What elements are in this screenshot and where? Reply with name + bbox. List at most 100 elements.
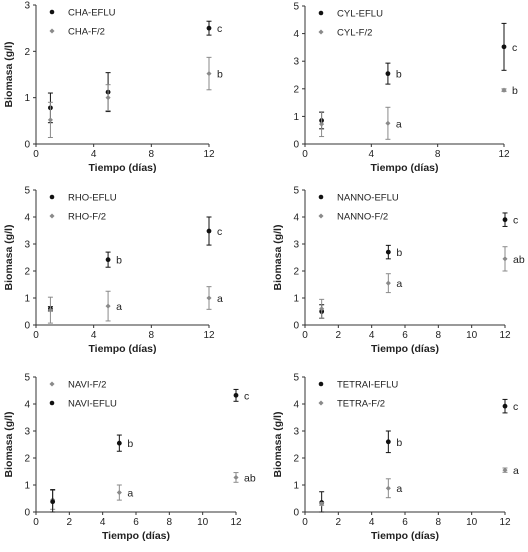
- x-tick-label: 0: [302, 517, 308, 528]
- x-axis-title: Tiempo (días): [371, 530, 439, 542]
- significance-label: a: [396, 118, 402, 130]
- data-point: [233, 474, 239, 480]
- data-point: [385, 439, 391, 445]
- data-point: [206, 71, 212, 77]
- significance-label: c: [244, 390, 249, 402]
- y-tick-label: 5: [293, 2, 299, 13]
- y-tick-label: 5: [293, 186, 299, 197]
- data-point: [105, 303, 111, 309]
- x-tick-label: 8: [167, 517, 173, 528]
- y-tick-label: 0: [293, 140, 299, 151]
- x-tick-label: 8: [435, 149, 441, 160]
- data-point: [385, 71, 391, 77]
- legend-marker-navi-eflu: [49, 400, 55, 406]
- y-tick-label: 0: [24, 508, 30, 519]
- x-axis-title: Tiempo (días): [88, 162, 156, 174]
- series-rho-eflu: bc: [47, 216, 222, 312]
- significance-label: c: [512, 42, 517, 54]
- series-cyl-eflu: bc: [319, 22, 517, 130]
- series-tetra-f/2: aa: [319, 465, 519, 507]
- significance-label: a: [513, 465, 519, 477]
- data-point: [501, 44, 507, 50]
- y-axis-title: Biomasa (g/l): [3, 412, 15, 478]
- x-tick-label: 12: [203, 330, 215, 341]
- legend-label: NAVI-EFLU: [68, 399, 117, 410]
- y-tick-label: 2: [24, 454, 30, 465]
- x-tick-label: 4: [100, 517, 106, 528]
- x-tick-label: 12: [499, 330, 511, 341]
- y-tick-label: 5: [24, 186, 30, 197]
- significance-label: a: [217, 293, 223, 305]
- significance-label: c: [217, 226, 222, 238]
- significance-label: b: [396, 69, 402, 81]
- x-tick-label: 6: [402, 517, 408, 528]
- legend-label: RHO-F/2: [68, 212, 106, 223]
- legend-marker-tetra-f/2: [318, 400, 324, 406]
- y-tick-label: 4: [24, 213, 30, 224]
- significance-label: b: [396, 247, 402, 259]
- y-tick-label: 0: [293, 321, 299, 332]
- legend-marker-rho-f/2: [49, 213, 55, 219]
- y-tick-label: 1: [293, 112, 299, 123]
- legend-marker-cyl-eflu: [318, 10, 324, 16]
- data-point: [206, 228, 212, 234]
- data-point: [385, 485, 391, 491]
- legend-marker-nanno-eflu: [318, 194, 324, 200]
- significance-label: a: [396, 483, 402, 495]
- series-cyl-f/2: ab: [319, 85, 518, 140]
- significance-label: b: [512, 85, 518, 97]
- legend-marker-cha-eflu: [49, 9, 55, 15]
- x-tick-label: 8: [436, 517, 442, 528]
- series-cha-f/2: b: [47, 56, 223, 139]
- x-tick-label: 4: [369, 149, 375, 160]
- x-tick-label: 0: [302, 149, 308, 160]
- legend-marker-navi-f/2: [49, 381, 55, 387]
- x-axis-title: Tiempo (días): [88, 343, 156, 355]
- y-tick-label: 2: [24, 267, 30, 278]
- y-tick-label: 2: [24, 47, 30, 58]
- data-point: [116, 490, 122, 496]
- series-nanno-eflu: bc: [319, 212, 518, 319]
- significance-label: b: [116, 255, 122, 267]
- legend-label: CHA-EFLU: [68, 8, 116, 19]
- x-tick-label: 0: [33, 517, 39, 528]
- x-tick-label: 12: [499, 517, 511, 528]
- legend-marker-cha-f/2: [49, 28, 55, 34]
- legend-label: CHA-F/2: [68, 27, 105, 38]
- y-tick-label: 3: [293, 57, 299, 68]
- y-tick-label: 4: [293, 29, 299, 40]
- y-tick-label: 2: [293, 84, 299, 95]
- x-tick-label: 4: [369, 517, 375, 528]
- legend-label: NAVI-F/2: [68, 380, 106, 391]
- data-point: [105, 257, 111, 263]
- x-tick-label: 4: [91, 330, 97, 341]
- y-tick-label: 4: [293, 400, 299, 411]
- x-tick-label: 12: [230, 517, 242, 528]
- legend-label: TETRA-F/2: [337, 399, 385, 410]
- y-tick-label: 4: [293, 213, 299, 224]
- y-tick-label: 3: [24, 427, 30, 438]
- y-tick-label: 3: [24, 1, 30, 12]
- data-point: [319, 501, 325, 507]
- x-tick-label: 12: [498, 149, 510, 160]
- legend-label: NANNO-F/2: [337, 212, 388, 223]
- x-tick-label: 8: [149, 149, 155, 160]
- x-tick-label: 12: [203, 149, 215, 160]
- y-tick-label: 3: [24, 240, 30, 251]
- legend-marker-tetrai-eflu: [318, 381, 324, 387]
- x-tick-label: 8: [436, 330, 442, 341]
- x-tick-label: 10: [466, 517, 478, 528]
- x-axis-title: Tiempo (días): [370, 162, 438, 174]
- x-tick-label: 4: [369, 330, 375, 341]
- y-tick-label: 0: [24, 321, 30, 332]
- x-axis-title: Tiempo (días): [102, 530, 170, 542]
- y-axis-title: Biomasa (g/l): [272, 412, 284, 478]
- y-axis-title: Biomasa (g/l): [3, 42, 15, 108]
- y-tick-label: 5: [24, 373, 30, 384]
- x-tick-label: 4: [91, 149, 97, 160]
- data-point: [385, 249, 391, 255]
- significance-label: b: [217, 69, 223, 81]
- significance-label: b: [127, 438, 133, 450]
